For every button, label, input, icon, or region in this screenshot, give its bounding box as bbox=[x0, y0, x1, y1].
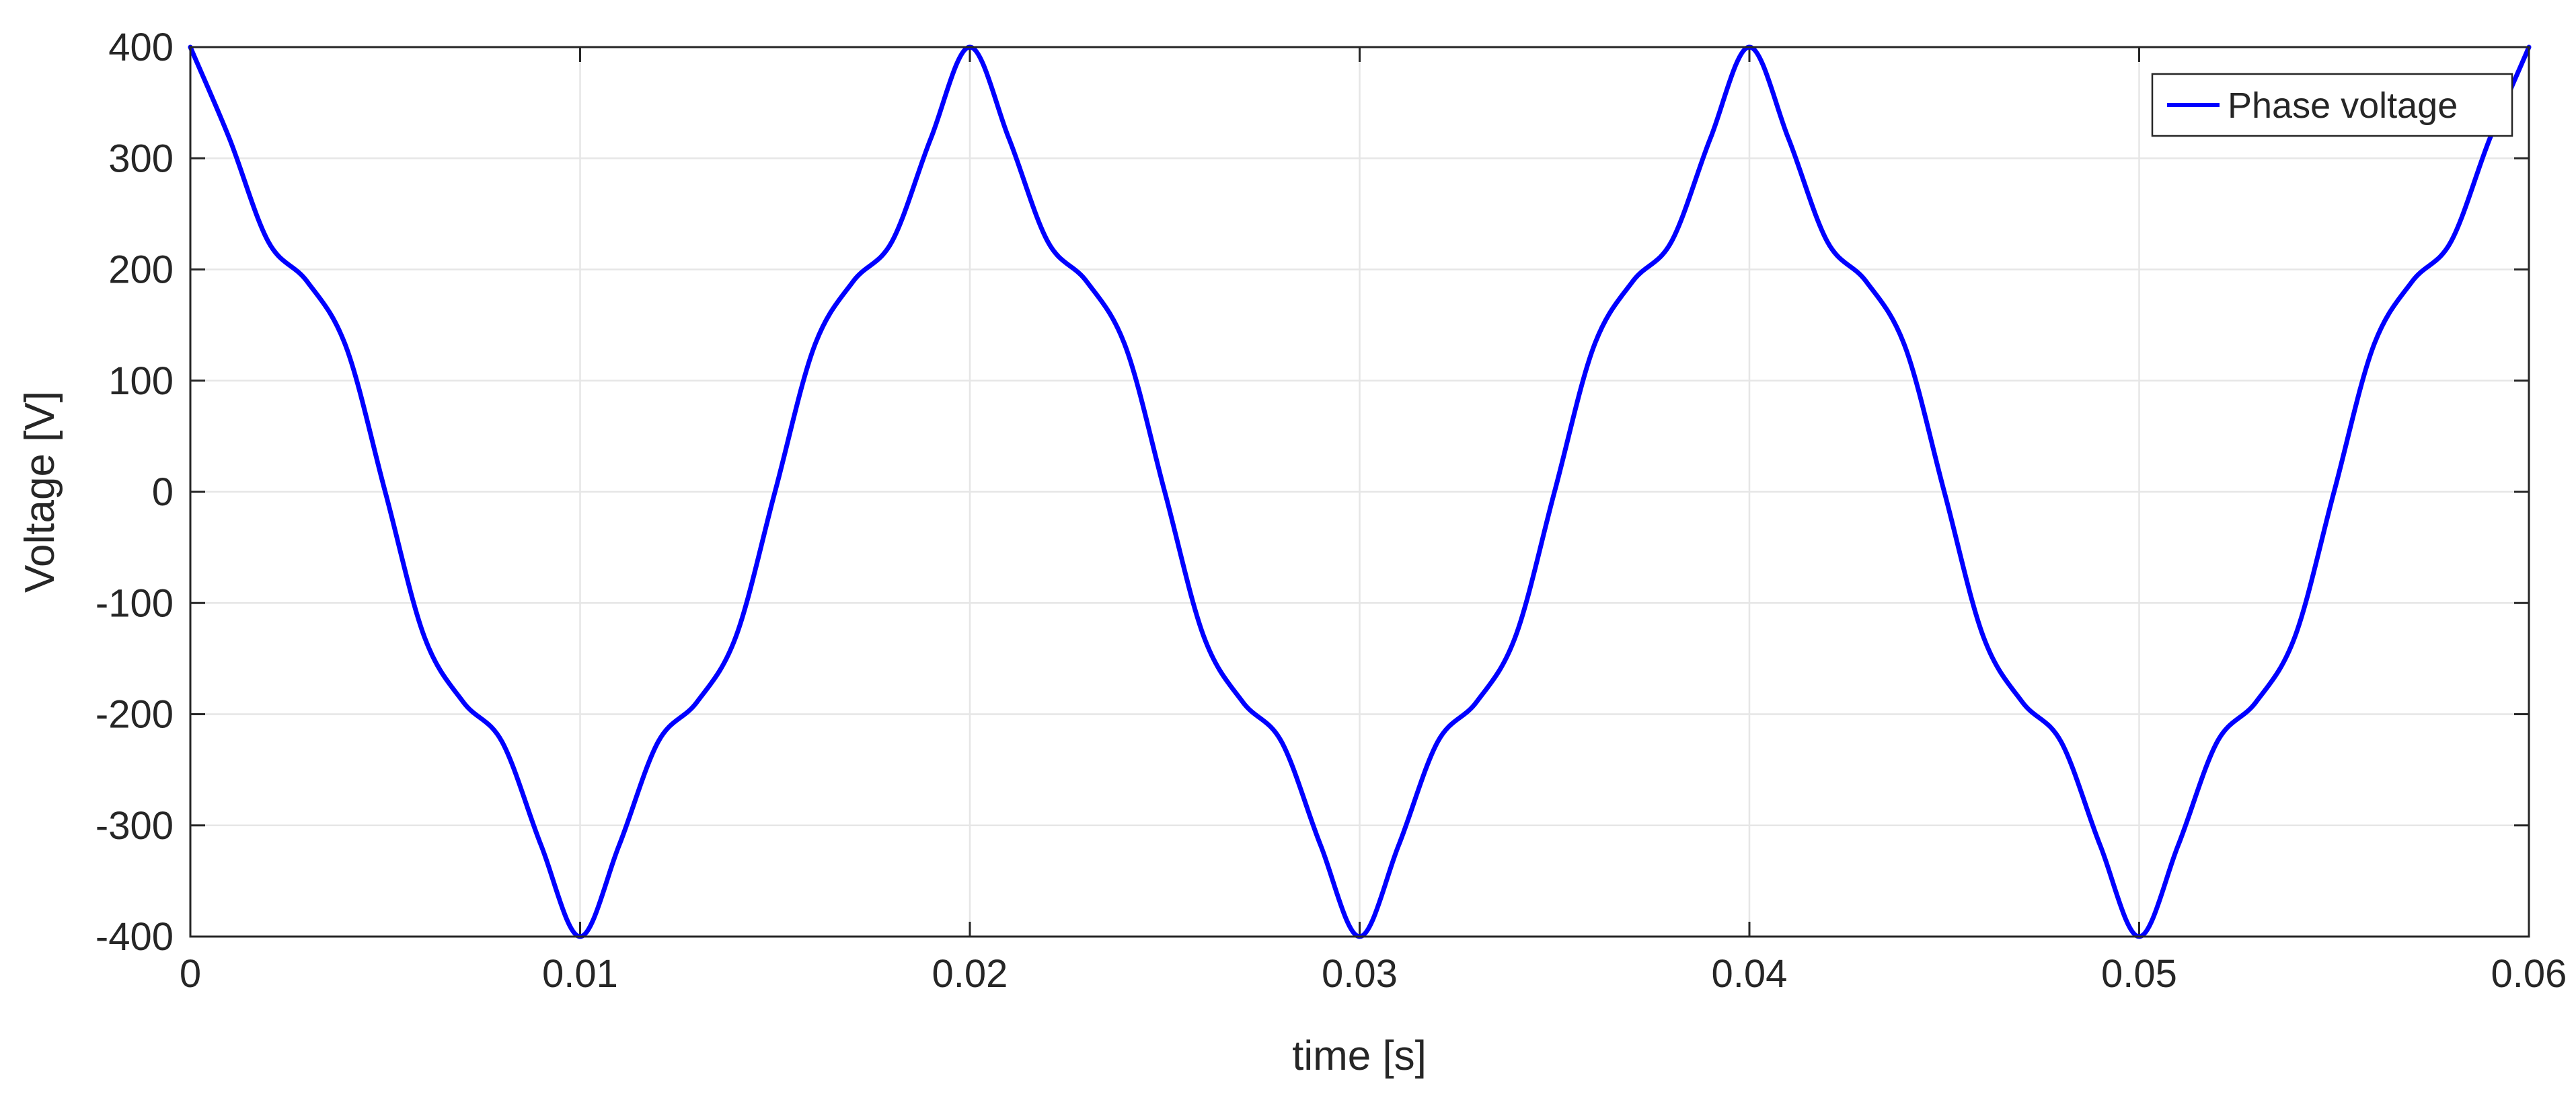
plot-frame bbox=[189, 46, 2530, 938]
y-tick-label: -100 bbox=[96, 581, 174, 625]
x-tick-label: 0.04 bbox=[1712, 952, 1788, 996]
x-tick-label: 0.06 bbox=[2491, 952, 2567, 996]
y-tick-label: 0 bbox=[152, 470, 174, 514]
y-tick-label: 100 bbox=[108, 359, 174, 403]
x-tick-label: 0.02 bbox=[932, 952, 1008, 996]
x-tick-label: 0.01 bbox=[542, 952, 618, 996]
y-tick-label: -200 bbox=[96, 693, 174, 737]
x-tick-label: 0.03 bbox=[1322, 952, 1398, 996]
y-tick-label: -400 bbox=[96, 915, 174, 959]
x-tick-labels: 0 0.01 0.02 0.03 0.04 0.05 0.06 bbox=[180, 952, 2567, 996]
y-tick-label: 200 bbox=[108, 248, 174, 292]
y-tick-label: -300 bbox=[96, 804, 174, 848]
x-axis-label: time [s] bbox=[1292, 1033, 1427, 1079]
y-tick-label: 400 bbox=[108, 26, 174, 69]
legend-label: Phase voltage bbox=[2228, 85, 2458, 126]
y-tick-labels: -400 -300 -200 -100 0 100 200 300 400 bbox=[96, 26, 174, 959]
legend: Phase voltage bbox=[2151, 73, 2513, 137]
y-tick-label: 300 bbox=[108, 137, 174, 180]
x-tick-label: 0 bbox=[180, 952, 201, 996]
x-tick-label: 0.05 bbox=[2101, 952, 2177, 996]
y-axis-label: Voltage [V] bbox=[17, 391, 63, 593]
